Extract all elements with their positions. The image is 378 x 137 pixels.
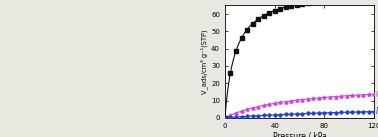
X-axis label: Pressure / kPa: Pressure / kPa bbox=[273, 132, 327, 137]
Text: CH₄: CH₄ bbox=[375, 90, 378, 99]
Text: N₂: N₂ bbox=[375, 107, 378, 116]
Text: CO₂: CO₂ bbox=[375, 0, 378, 1]
Y-axis label: V_ads/cm³ g⁻¹(STP): V_ads/cm³ g⁻¹(STP) bbox=[200, 29, 208, 94]
